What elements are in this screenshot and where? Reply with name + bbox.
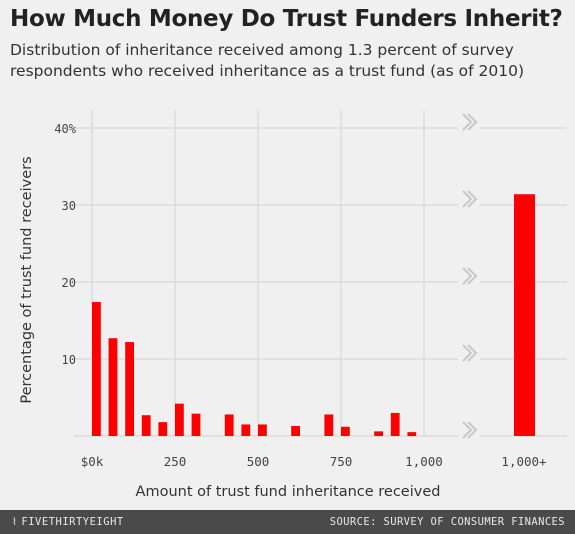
histogram-bar bbox=[324, 414, 334, 436]
histogram-bar bbox=[191, 413, 201, 436]
fivethirtyeight-logo-icon: ⌇ bbox=[12, 517, 18, 528]
axis-break-icon bbox=[467, 421, 478, 439]
chart-subtitle: Distribution of inheritance received amo… bbox=[10, 41, 524, 80]
axis-break-icon bbox=[467, 344, 478, 362]
axis-break-icon bbox=[467, 113, 478, 131]
histogram-bar bbox=[158, 422, 168, 436]
x-tick-label: 1,000 bbox=[405, 454, 443, 469]
axis-break-icon bbox=[462, 113, 473, 131]
histogram-bar bbox=[108, 338, 118, 436]
x-tick-label: 500 bbox=[247, 454, 270, 469]
axis-break-icon bbox=[462, 267, 473, 285]
x-tick-label: 250 bbox=[164, 454, 187, 469]
x-tick-label: 750 bbox=[330, 454, 353, 469]
overflow-tick-label: 1,000+ bbox=[501, 454, 546, 469]
x-axis-title: Amount of trust fund inheritance receive… bbox=[136, 484, 441, 500]
x-tick-label: $0k bbox=[81, 454, 104, 469]
histogram-bar bbox=[125, 342, 134, 436]
histogram-bar bbox=[341, 426, 350, 436]
footer-bar: ⌇ FIVETHIRTYEIGHT SOURCE: SURVEY OF CONSU… bbox=[0, 510, 575, 534]
source-note: SOURCE: SURVEY OF CONSUMER FINANCES bbox=[329, 516, 565, 528]
chart-title: How Much Money Do Trust Funders Inherit? bbox=[10, 6, 563, 32]
axis-break-icon bbox=[462, 190, 473, 208]
histogram-bar bbox=[258, 424, 267, 436]
histogram-bar bbox=[291, 425, 300, 436]
axis-break-icon bbox=[467, 267, 478, 285]
y-tick-label: 10 bbox=[62, 353, 76, 367]
y-tick-label: 20 bbox=[62, 276, 76, 290]
histogram-bar bbox=[141, 415, 151, 436]
brand-label: FIVETHIRTYEIGHT bbox=[21, 516, 124, 528]
axis-break-icon bbox=[462, 421, 473, 439]
histogram-bar bbox=[407, 432, 417, 436]
y-axis-title: Percentage of trust fund receivers bbox=[19, 156, 35, 403]
axis-break-icon bbox=[462, 344, 473, 362]
brand: ⌇ FIVETHIRTYEIGHT bbox=[12, 516, 124, 528]
histogram-bar bbox=[241, 424, 251, 436]
axis-break-icon bbox=[467, 190, 478, 208]
histogram-bar bbox=[390, 412, 400, 436]
y-tick-label: 40% bbox=[54, 122, 76, 136]
histogram-bar bbox=[92, 302, 101, 436]
histogram-bar bbox=[374, 431, 383, 436]
histogram-bar bbox=[224, 414, 234, 436]
overflow-bar bbox=[514, 194, 535, 436]
histogram-bar bbox=[175, 403, 184, 436]
histogram-chart: 10 20 30 40% $0k 250 500 750 1,000 1,000+ Amount o… bbox=[19, 110, 567, 500]
y-tick-label: 30 bbox=[62, 199, 76, 213]
